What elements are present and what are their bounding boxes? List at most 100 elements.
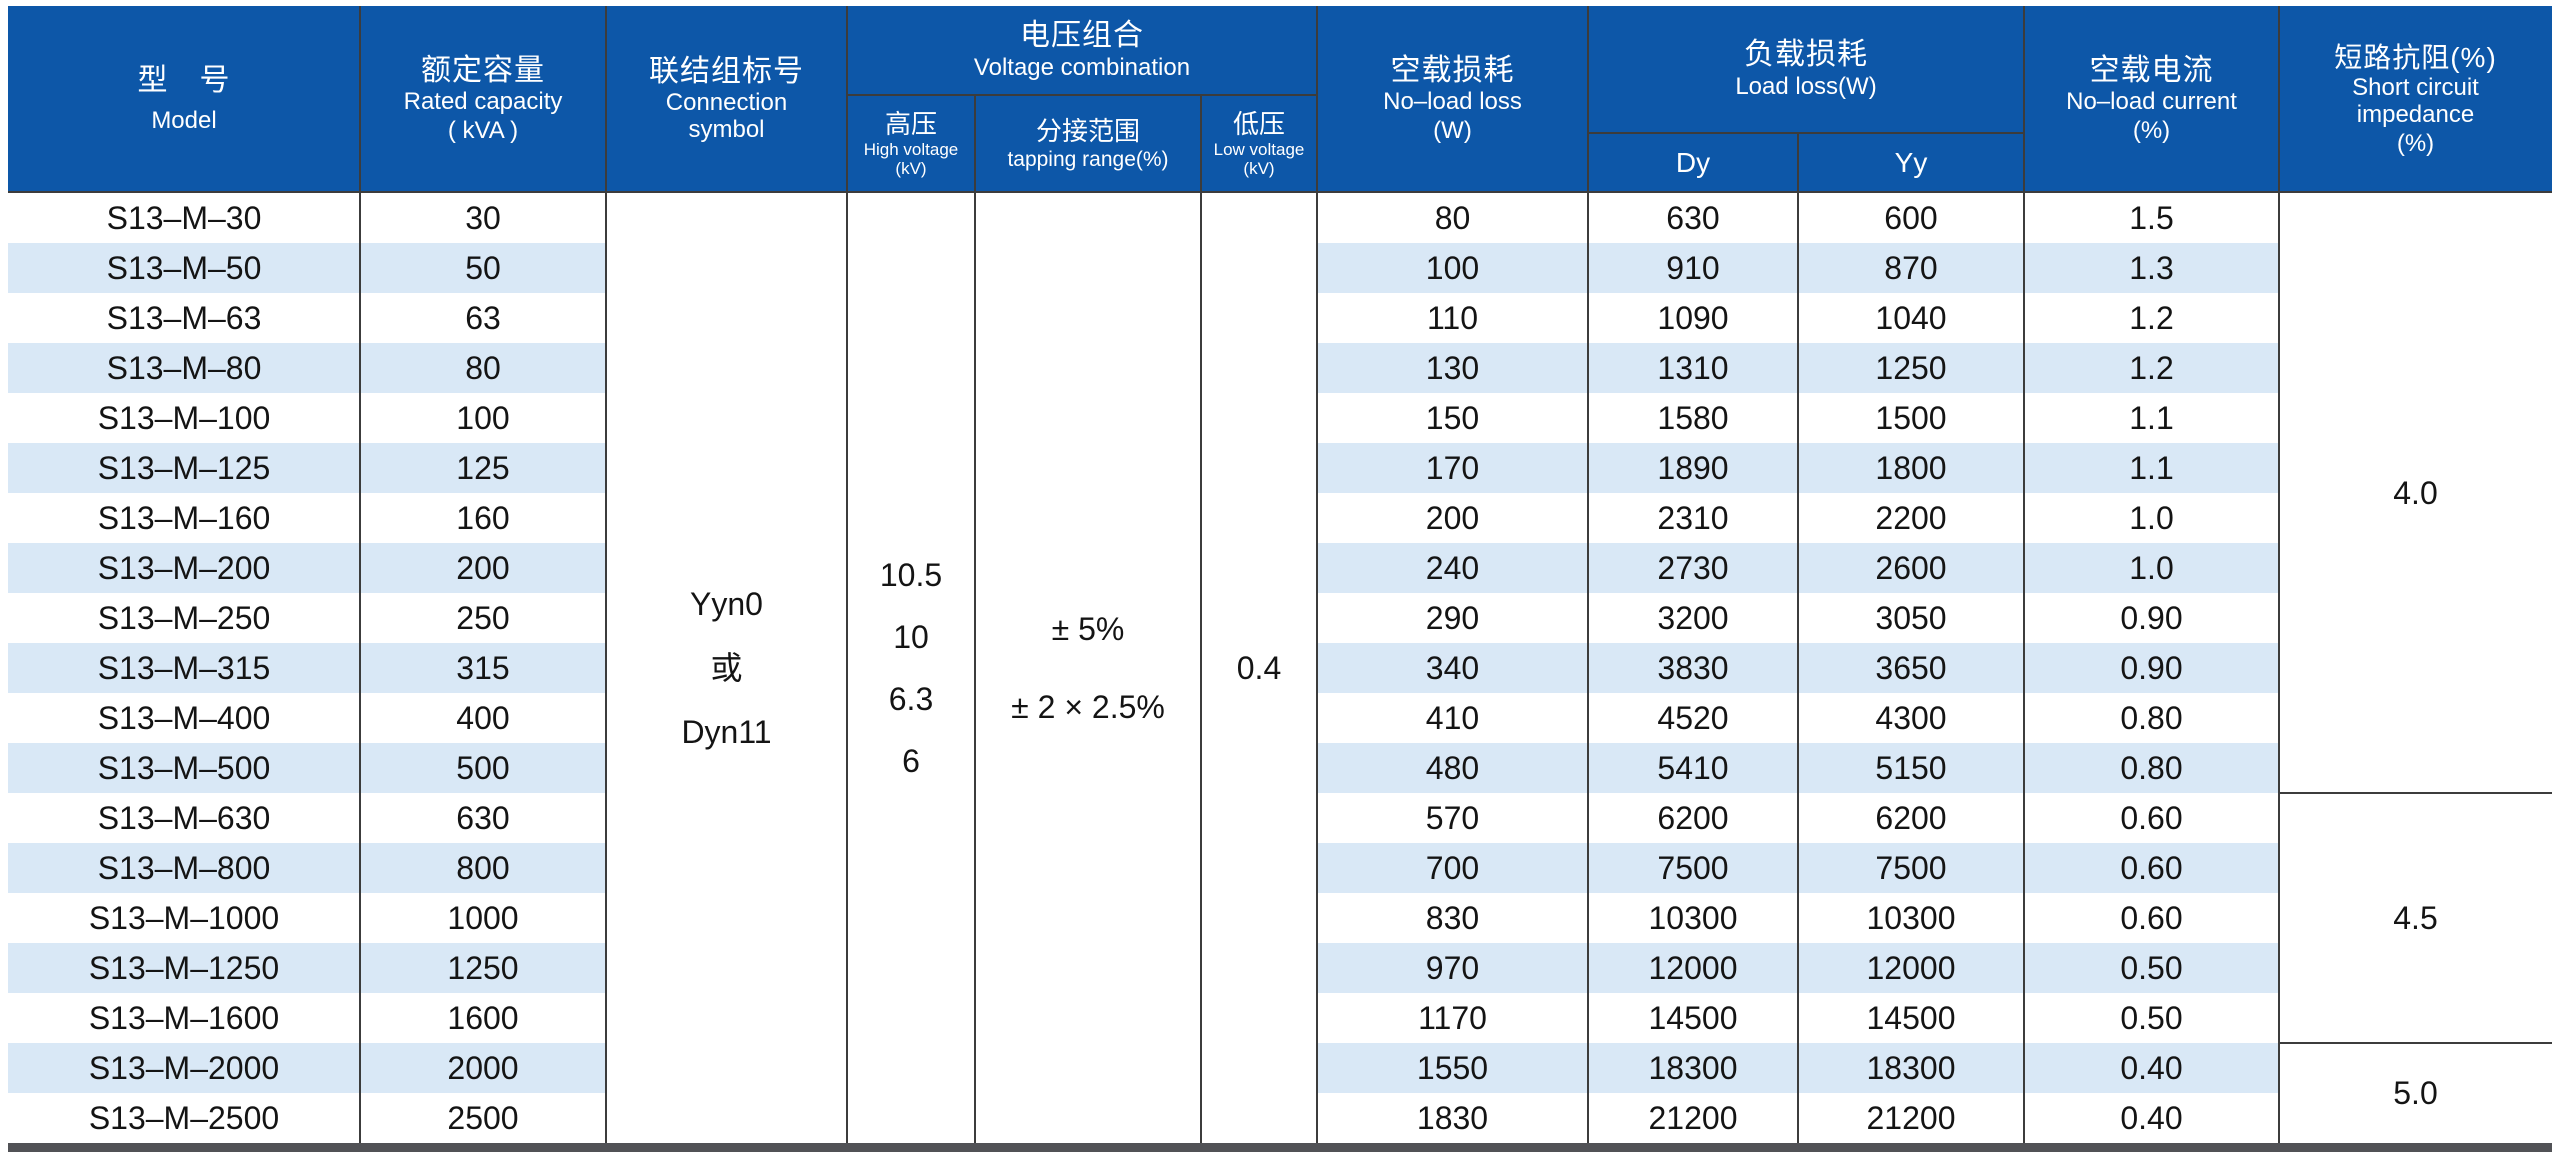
table-body: S13–M–2500 2500 1830 21200 21200 0.40 S13–M–20… [8,193,2552,1143]
capacity-cell: 80 [465,349,501,386]
noload-loss-cell: 570 [1425,799,1480,836]
header-tapping-range: 分接范围 tapping range(%) [975,95,1201,193]
header-low-voltage: 低压 Low voltage (kV) [1201,95,1317,193]
header-noload-loss-unit: (W) [1433,117,1472,145]
table-row: S13–M–1600 1600 1170 14500 14500 0.50 [8,993,2552,1043]
load-loss-dy-cell: 14500 [1648,999,1738,1036]
table-row: S13–M–160 160 200 2310 2200 1.0 [8,493,2552,543]
load-loss-yy-cell: 2600 [1875,549,1947,586]
impedance-value-cell: 5.0 [2393,1074,2438,1111]
table-bottom-border [8,1143,2552,1152]
noload-current-cell: 0.80 [2120,749,2183,786]
model-cell: S13–M–2000 [88,1049,280,1086]
table-row: S13–M–80 80 130 1310 1250 1.2 [8,343,2552,393]
table-row: S13–M–630 630 570 6200 6200 0.60 [8,793,2552,843]
body-gridline [2278,193,2280,1143]
table-row: S13–M–125 125 170 1890 1800 1.1 [8,443,2552,493]
noload-loss-cell: 200 [1425,499,1480,536]
load-loss-yy-cell: 2200 [1875,499,1947,536]
noload-current-cell: 0.90 [2120,599,2183,636]
noload-loss-cell: 970 [1425,949,1480,986]
model-cell: S13–M–1600 [88,999,280,1036]
load-loss-dy-cell: 6200 [1657,799,1729,836]
table-row: S13–M–1000 1000 830 10300 10300 0.60 [8,893,2552,943]
row-stripe [8,243,606,293]
header-load-loss-zh: 负载损耗 [1744,38,1868,72]
model-cell: S13–M–63 [106,299,262,336]
noload-current-cell: 1.1 [2129,399,2174,436]
noload-current-cell: 1.0 [2129,499,2174,536]
header-gridline [359,6,361,193]
capacity-cell: 125 [456,449,510,486]
header-gridline [846,6,848,193]
capacity-cell: 1600 [447,999,519,1036]
header-rated-capacity: 额定容量 Rated capacity ( kVA ) [360,6,606,193]
header-lv-zh: 低压 [1232,109,1285,140]
load-loss-dy-cell: 3200 [1657,599,1729,636]
header-noload-loss: 空载损耗 No–load loss (W) [1317,6,1588,193]
noload-loss-cell: 830 [1425,899,1480,936]
header-lv-en: Low voltage [1213,139,1305,159]
header-model-zh: 型 号 [137,64,231,98]
capacity-cell: 30 [465,199,501,236]
header-connection-zh: 联结组标号 [649,54,804,88]
impedance-value-cell: 4.0 [2393,474,2438,511]
header-model-en: Model [151,106,217,134]
body-gridline [605,193,607,1143]
load-loss-dy-cell: 2310 [1657,499,1729,536]
header-impedance-zh: 短路抗阻(%) [2334,41,2497,73]
load-loss-dy-cell: 21200 [1648,1099,1738,1136]
row-stripe [8,643,606,693]
model-cell: S13–M–50 [106,249,262,286]
noload-current-cell: 0.50 [2120,949,2183,986]
load-loss-dy-cell: 1090 [1657,299,1729,336]
capacity-cell: 250 [456,599,510,636]
header-gridline [1588,132,2024,134]
header-noload-loss-en: No–load loss [1383,88,1522,116]
load-loss-dy-cell: 10300 [1648,899,1738,936]
row-stripe [8,1043,606,1093]
header-dy-column: Dy [1588,133,1798,193]
model-cell: S13–M–2500 [88,1099,280,1136]
row-stripe [8,543,606,593]
table-row: S13–M–30 30 80 630 600 1.5 [8,193,2552,243]
load-loss-yy-cell: 14500 [1866,999,1956,1036]
high-voltage-cell: 10.5 10 6.3 6 [847,193,975,1143]
model-cell: S13–M–315 [97,649,271,686]
model-cell: S13–M–80 [106,349,262,386]
load-loss-yy-cell: 1800 [1875,449,1947,486]
capacity-cell: 800 [456,849,510,886]
body-gridline [1797,193,1799,1143]
model-cell: S13–M–630 [97,799,271,836]
capacity-cell: 63 [465,299,501,336]
header-capacity-unit: ( kVA ) [447,117,519,145]
noload-current-cell: 0.80 [2120,699,2183,736]
load-loss-dy-cell: 12000 [1648,949,1738,986]
row-stripe [8,843,606,893]
body-gridline [1200,193,1202,1143]
load-loss-yy-cell: 3650 [1875,649,1947,686]
header-load-loss-group: 负载损耗 Load loss(W) [1588,6,2024,133]
load-loss-dy-cell: 1890 [1657,449,1729,486]
header-gridline [605,6,607,193]
header-noload-current-unit: (%) [2132,117,2171,145]
header-load-loss-en: Load loss(W) [1735,72,1877,100]
header-gridline [1316,6,1318,193]
connection-symbol-line: Yyn0 [690,586,763,622]
table-row: S13–M–250 250 290 3200 3050 0.90 [8,593,2552,643]
tapping-range-cell: ± 5% ± 2 × 2.5% [975,193,1201,1143]
table-row: S13–M–2500 2500 1830 21200 21200 0.40 [8,1093,2552,1143]
tapping-range-line: ± 5% [1051,611,1125,647]
impedance-divider-line [2279,1042,2552,1044]
model-cell: S13–M–250 [97,599,271,636]
row-stripe [8,743,606,793]
header-hv-en: High voltage [863,139,959,159]
model-cell: S13–M–160 [97,499,271,536]
header-capacity-zh: 额定容量 [421,53,545,87]
noload-current-cell: 1.5 [2129,199,2174,236]
load-loss-dy-cell: 2730 [1657,549,1729,586]
load-loss-yy-cell: 870 [1884,249,1938,286]
transformer-spec-table: 型 号 Model 额定容量 Rated capacity ( kVA ) 联结… [8,6,2552,1152]
high-voltage-line: 6 [902,743,920,779]
noload-loss-cell: 1170 [1418,999,1487,1036]
